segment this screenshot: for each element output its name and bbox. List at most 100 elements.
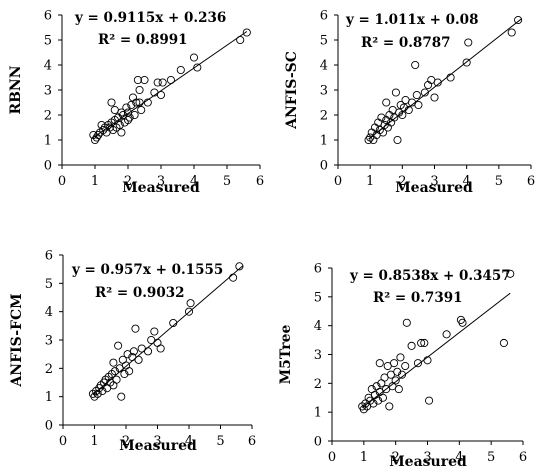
x-tick-label: 6 bbox=[527, 174, 535, 189]
y-tick-label: 6 bbox=[45, 249, 53, 264]
data-point bbox=[117, 128, 126, 137]
y-axis-title: M5Tree bbox=[278, 324, 294, 384]
x-tick-label: 6 bbox=[519, 450, 527, 465]
data-point bbox=[401, 361, 410, 371]
data-point bbox=[382, 98, 391, 107]
x-tick-label: 5 bbox=[223, 174, 231, 189]
y-tick-label: 1 bbox=[320, 134, 328, 149]
data-point bbox=[399, 103, 408, 112]
x-axis-title: Measured bbox=[395, 180, 473, 196]
data-point bbox=[396, 353, 405, 362]
data-point bbox=[393, 367, 402, 376]
x-tick-label: 2 bbox=[392, 450, 400, 465]
regression-equation: y = 0.957x + 0.1555 bbox=[71, 262, 223, 278]
y-tick-label: 5 bbox=[44, 34, 52, 49]
data-point bbox=[109, 358, 118, 367]
data-point bbox=[411, 60, 420, 70]
data-point bbox=[133, 75, 142, 85]
x-tick-label: 5 bbox=[495, 174, 503, 189]
y-tick-label: 5 bbox=[45, 277, 53, 292]
data-point bbox=[424, 80, 433, 90]
y-tick-label: 0 bbox=[45, 419, 53, 434]
data-point bbox=[417, 338, 426, 348]
x-tick-label: 0 bbox=[334, 174, 342, 189]
x-tick-label: 2 bbox=[122, 434, 130, 449]
data-point bbox=[464, 38, 473, 47]
x-tick-label: 1 bbox=[366, 174, 374, 189]
data-point bbox=[143, 347, 153, 356]
y-tick-label: 6 bbox=[320, 9, 328, 24]
y-tick-label: 2 bbox=[44, 109, 52, 124]
x-tick-label: 4 bbox=[190, 174, 198, 189]
r-squared-label: R² = 0.8991 bbox=[98, 32, 188, 48]
data-point bbox=[414, 100, 423, 110]
data-point bbox=[156, 90, 166, 100]
data-point bbox=[110, 367, 120, 376]
data-point bbox=[120, 369, 129, 379]
trend-line bbox=[368, 18, 522, 140]
data-point bbox=[404, 105, 413, 115]
data-point bbox=[176, 65, 185, 75]
chart-panel-2: 0 1 2 3 4 5 6 0 1 2 3 4 5 6 y = 1.011x + 0.08 R² = 0.87… bbox=[284, 9, 535, 197]
data-point bbox=[398, 110, 407, 120]
y-tick-label: 1 bbox=[45, 390, 53, 405]
data-point bbox=[242, 28, 251, 37]
y-tick-label: 2 bbox=[45, 362, 53, 377]
data-point bbox=[393, 135, 402, 145]
data-point bbox=[391, 376, 400, 385]
x-tick-label: 1 bbox=[360, 450, 368, 465]
data-point bbox=[423, 356, 432, 365]
data-point bbox=[420, 88, 429, 97]
y-tick-label: 6 bbox=[44, 9, 52, 24]
data-point bbox=[236, 35, 245, 45]
x-tick-label: 5 bbox=[216, 434, 224, 449]
x-tick-label: 3 bbox=[157, 174, 165, 189]
y-tick-label: 1 bbox=[44, 134, 52, 149]
data-point bbox=[229, 273, 238, 282]
data-point bbox=[117, 108, 126, 117]
data-point bbox=[125, 113, 134, 122]
data-point bbox=[458, 318, 467, 327]
data-point bbox=[129, 347, 138, 356]
y-tick-label: 3 bbox=[44, 84, 52, 99]
y-tick-label: 1 bbox=[314, 406, 322, 421]
x-tick-label: 3 bbox=[153, 434, 161, 449]
data-point bbox=[425, 396, 434, 405]
chart-panel-4: 0 1 2 3 4 5 6 0 1 2 3 4 5 6 y = 0.8538x + 0.3457 R² = 0… bbox=[278, 262, 527, 471]
y-tick-label: 3 bbox=[314, 348, 322, 363]
data-point bbox=[375, 359, 384, 368]
data-point bbox=[413, 359, 423, 368]
regression-equation: y = 0.9115x + 0.236 bbox=[74, 10, 226, 26]
y-tick-label: 0 bbox=[320, 159, 328, 174]
data-point bbox=[143, 98, 152, 107]
y-tick-label: 3 bbox=[45, 334, 53, 349]
data-point bbox=[189, 53, 199, 62]
r-squared-label: R² = 0.7391 bbox=[373, 290, 463, 306]
data-point bbox=[98, 386, 107, 396]
y-tick-label: 2 bbox=[320, 109, 328, 124]
data-point bbox=[184, 307, 194, 316]
data-point bbox=[374, 396, 383, 405]
data-point bbox=[462, 58, 471, 67]
data-point bbox=[158, 78, 167, 87]
data-point bbox=[127, 100, 136, 110]
y-tick-label: 0 bbox=[314, 435, 322, 450]
y-tick-label: 2 bbox=[314, 377, 322, 392]
data-point bbox=[412, 90, 421, 100]
y-tick-label: 6 bbox=[314, 262, 322, 277]
data-point bbox=[114, 341, 123, 350]
trend-line bbox=[93, 31, 248, 138]
data-point bbox=[137, 105, 146, 115]
x-tick-label: 1 bbox=[91, 174, 99, 189]
data-point bbox=[169, 318, 178, 328]
r-squared-label: R² = 0.8787 bbox=[361, 35, 451, 51]
x-tick-label: 5 bbox=[487, 450, 495, 465]
data-point bbox=[385, 402, 394, 411]
y-tick-label: 4 bbox=[314, 319, 322, 334]
data-point bbox=[93, 389, 102, 398]
data-point bbox=[390, 359, 399, 368]
data-point bbox=[115, 120, 124, 130]
x-tick-label: 0 bbox=[58, 174, 66, 189]
data-point bbox=[156, 344, 165, 353]
x-tick-label: 2 bbox=[398, 174, 406, 189]
